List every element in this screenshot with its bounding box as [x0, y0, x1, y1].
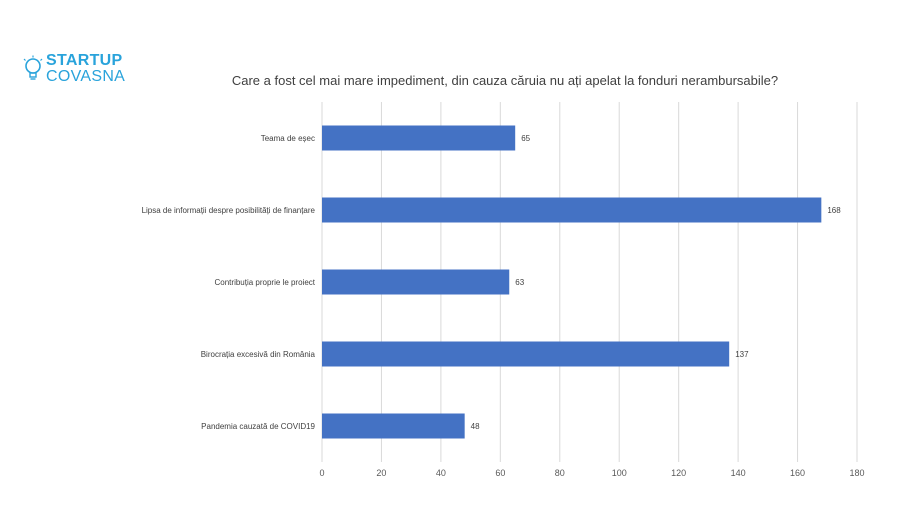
data-label: 65: [521, 134, 530, 143]
x-tick-label: 140: [731, 468, 746, 478]
category-label: Contribuția proprie le proiect: [215, 278, 316, 287]
x-tick-label: 160: [790, 468, 805, 478]
category-label: Lipsa de informații despre posibilități …: [142, 206, 316, 215]
data-label: 63: [515, 278, 524, 287]
bar: [322, 413, 465, 439]
x-tick-label: 80: [555, 468, 565, 478]
x-tick-label: 100: [612, 468, 627, 478]
startup-covasna-logo: STARTUP COVASNA: [20, 52, 140, 86]
bar: [322, 125, 516, 151]
chart-title: Care a fost cel mai mare impediment, din…: [231, 73, 779, 88]
data-label: 168: [827, 206, 841, 215]
logo-text-line1: STARTUP: [46, 52, 123, 69]
category-label: Birocrația excesivă din România: [201, 350, 316, 359]
category-label: Teama de eșec: [261, 134, 315, 143]
x-tick-label: 180: [849, 468, 864, 478]
bar: [322, 269, 510, 295]
logo-text-line2: COVASNA: [46, 68, 126, 85]
bar: [322, 197, 822, 223]
x-tick-label: 0: [319, 468, 324, 478]
data-label: 48: [471, 422, 480, 431]
x-tick-label: 20: [376, 468, 386, 478]
x-tick-label: 120: [671, 468, 686, 478]
data-label: 137: [735, 350, 749, 359]
x-tick-label: 40: [436, 468, 446, 478]
bar: [322, 341, 730, 367]
category-label: Pandemia cauzată de COVID19: [201, 422, 315, 431]
lightbulb-icon: [23, 55, 43, 80]
x-tick-label: 60: [495, 468, 505, 478]
